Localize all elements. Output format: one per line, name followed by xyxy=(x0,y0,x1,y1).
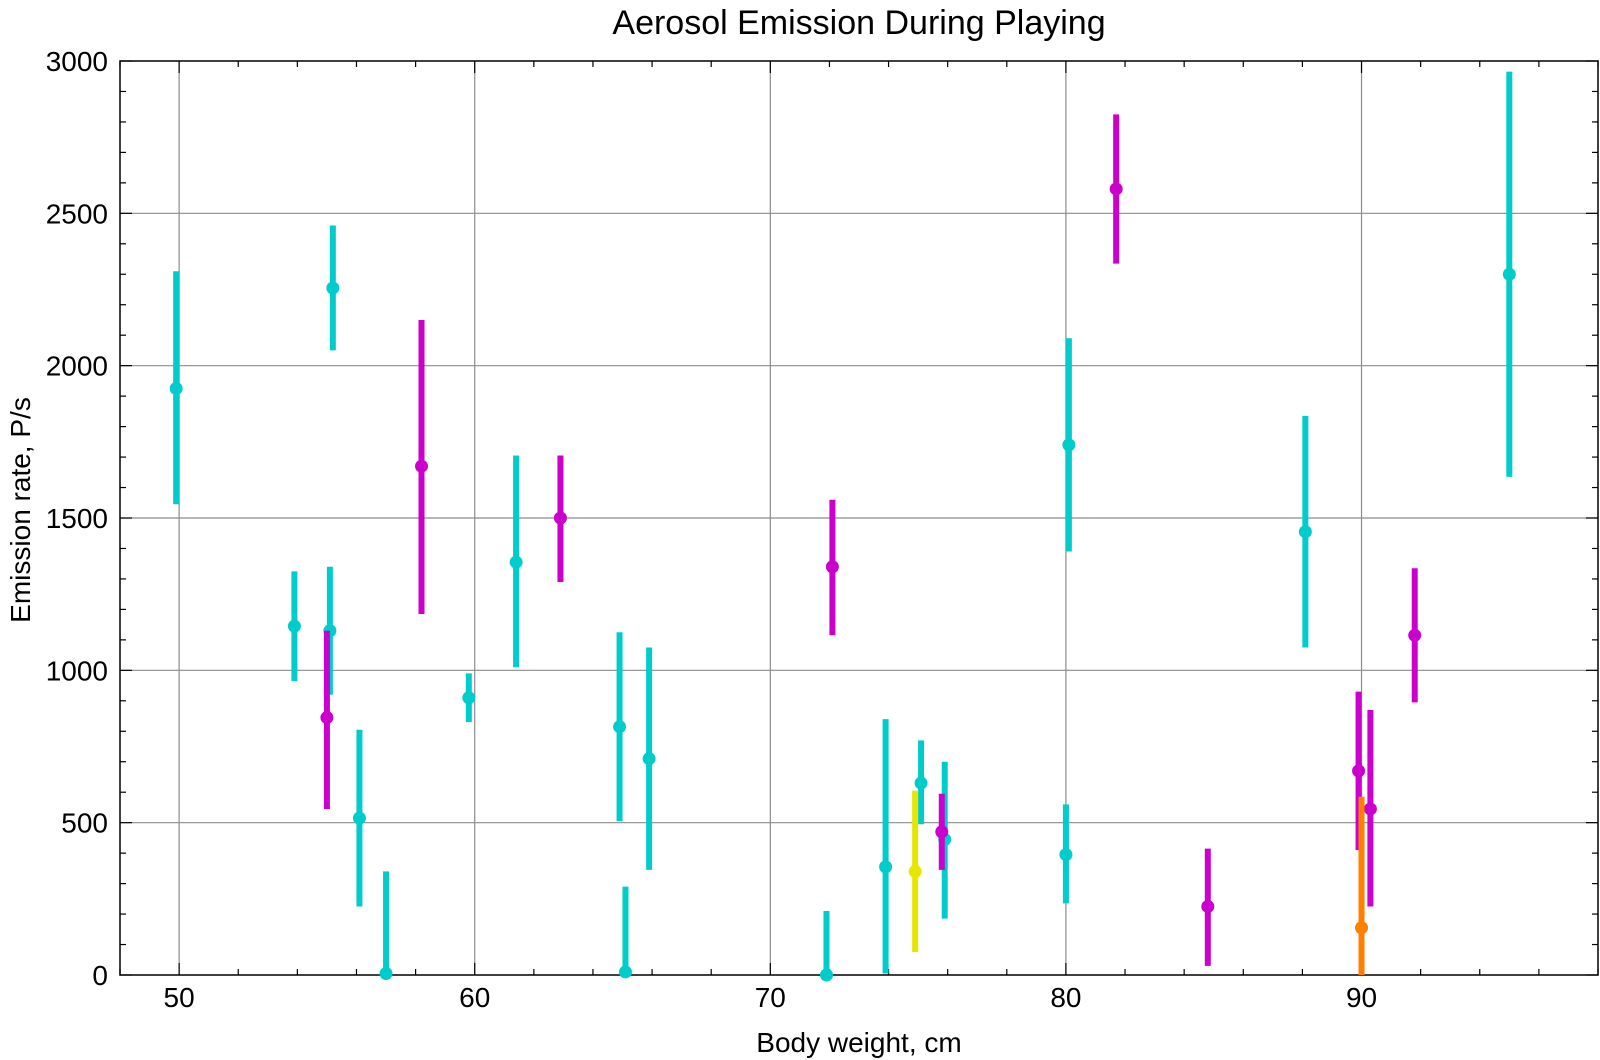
x-tick-label: 80 xyxy=(1050,982,1081,1013)
data-point xyxy=(935,825,949,839)
y-tick-label: 2500 xyxy=(46,198,108,229)
data-point xyxy=(908,864,922,878)
x-tick-label: 70 xyxy=(755,982,786,1013)
y-tick-label: 500 xyxy=(61,808,108,839)
y-tick-label: 0 xyxy=(92,960,108,991)
data-point xyxy=(1298,525,1312,539)
y-tick-label: 2000 xyxy=(46,351,108,382)
data-point xyxy=(169,382,183,396)
series-2 xyxy=(908,790,922,953)
data-point xyxy=(462,691,476,705)
chart-title: Aerosol Emission During Playing xyxy=(612,4,1105,42)
y-tick-label: 1500 xyxy=(46,503,108,534)
y-tick-label: 1000 xyxy=(46,655,108,686)
data-point xyxy=(879,860,893,874)
data-point xyxy=(509,555,523,569)
data-point xyxy=(819,968,833,982)
data-point xyxy=(1355,921,1369,935)
series-1 xyxy=(320,114,1422,966)
axis-tick-labels: 50 60 70 80 90 0 500 1000 1500 2000 2500 3000 xyxy=(46,46,1377,1013)
data-point xyxy=(326,281,340,295)
x-tick-label: 60 xyxy=(459,982,490,1013)
y-tick-label: 3000 xyxy=(46,46,108,77)
data-point xyxy=(352,811,366,825)
data-point xyxy=(415,459,429,473)
x-tick-label: 90 xyxy=(1346,982,1377,1013)
data-point xyxy=(618,965,632,979)
data-point xyxy=(1352,764,1366,778)
x-axis-label: Body weight, cm xyxy=(756,1027,961,1058)
data-point xyxy=(1502,267,1516,281)
x-tick-label: 50 xyxy=(164,982,195,1013)
data-point xyxy=(287,619,301,633)
data-point xyxy=(642,752,656,766)
data-point xyxy=(1059,848,1073,862)
axis-ticks xyxy=(119,60,1599,976)
data-point xyxy=(914,776,928,790)
y-axis-label: Emission rate, P/s xyxy=(5,397,36,623)
data-point xyxy=(379,966,393,980)
data-point xyxy=(613,720,627,734)
data-point xyxy=(1201,899,1215,913)
series-0 xyxy=(169,71,1516,982)
data-point xyxy=(553,511,567,525)
data-point xyxy=(1109,182,1123,196)
data-marks xyxy=(169,71,1516,982)
grid xyxy=(120,61,1598,975)
data-point xyxy=(1062,438,1076,452)
series-3 xyxy=(1355,796,1369,975)
data-point xyxy=(1363,802,1377,816)
data-point xyxy=(825,560,839,574)
data-point xyxy=(320,711,334,725)
data-point xyxy=(1408,628,1422,642)
